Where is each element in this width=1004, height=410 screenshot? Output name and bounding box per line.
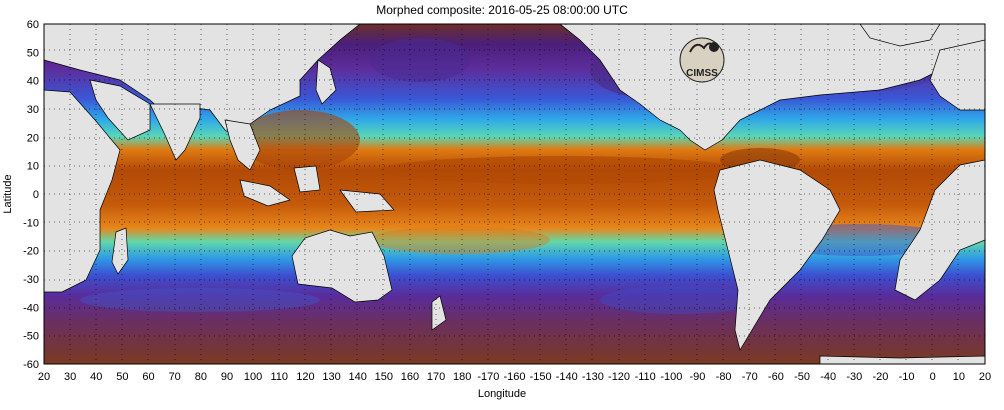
x-tick-label: -160 xyxy=(503,371,525,383)
y-tick-label: 0 xyxy=(33,189,39,201)
y-tick-label: 10 xyxy=(27,161,39,173)
x-tick-label: -170 xyxy=(477,371,499,383)
y-tick-label: 40 xyxy=(27,76,39,88)
x-tick-label: 180 xyxy=(453,371,471,383)
y-tick-label: -10 xyxy=(23,217,39,229)
x-tick-label: -40 xyxy=(820,371,836,383)
moisture-field: CIMSS xyxy=(44,24,985,364)
y-tick-label: -30 xyxy=(23,274,39,286)
x-tick-labels: 20 30 40 50 60 70 80 90 100 110 120 130 140 150 160 170… xyxy=(38,371,991,383)
cimss-logo: CIMSS xyxy=(679,37,725,83)
x-tick-label: -130 xyxy=(582,371,604,383)
x-tick-label: 60 xyxy=(142,371,154,383)
x-tick-label: 130 xyxy=(322,371,340,383)
graticule xyxy=(44,24,985,364)
x-tick-label: 30 xyxy=(64,371,76,383)
x-tick-label: 120 xyxy=(296,371,314,383)
x-tick-label: 170 xyxy=(427,371,445,383)
x-tick-label: 80 xyxy=(195,371,207,383)
x-tick-label: -10 xyxy=(899,371,915,383)
x-tick-label: -150 xyxy=(530,371,552,383)
x-tick-label: 0 xyxy=(930,371,936,383)
y-tick-label: 20 xyxy=(27,132,39,144)
x-tick-label: -50 xyxy=(794,371,810,383)
y-tick-label: -60 xyxy=(23,359,39,371)
x-tick-label: 140 xyxy=(348,371,366,383)
y-axis-label: Latitude xyxy=(2,174,14,214)
x-tick-label: 90 xyxy=(221,371,233,383)
y-tick-label: 50 xyxy=(27,47,39,59)
x-tick-label: 40 xyxy=(90,371,102,383)
x-tick-label: -80 xyxy=(716,371,732,383)
map-title: Morphed composite: 2016-05-25 08:00:00 U… xyxy=(376,3,628,17)
x-tick-label: 150 xyxy=(375,371,393,383)
x-tick-label: 50 xyxy=(116,371,128,383)
x-tick-label: -90 xyxy=(690,371,706,383)
x-tick-label: -120 xyxy=(608,371,630,383)
plot-frame xyxy=(43,23,986,365)
x-tick-label: -60 xyxy=(768,371,784,383)
x-tick-label: 110 xyxy=(270,371,288,383)
y-tick-label: -50 xyxy=(23,331,39,343)
x-tick-label: -110 xyxy=(635,371,656,383)
x-tick-label: 100 xyxy=(244,371,262,383)
x-tick-label: -70 xyxy=(742,371,758,383)
x-tick-label: -20 xyxy=(872,371,888,383)
y-tick-label: -40 xyxy=(23,302,39,314)
x-tick-label: -100 xyxy=(660,371,682,383)
logo-text: CIMSS xyxy=(686,68,718,79)
land-masses xyxy=(44,24,985,364)
x-tick-label: 20 xyxy=(38,371,50,383)
x-axis-label: Longitude xyxy=(477,388,527,400)
y-tick-label: 30 xyxy=(27,104,39,116)
y-tick-labels: 60 50 40 30 20 10 0 -10 -20 -30 -40 -50 -60 xyxy=(23,19,39,371)
x-tick-label: 20 xyxy=(979,371,991,383)
x-tick-label: -30 xyxy=(846,371,862,383)
y-tick-label: 60 xyxy=(27,19,39,31)
x-tick-label: -140 xyxy=(556,371,578,383)
y-tick-label: -20 xyxy=(23,246,39,258)
x-tick-label: 70 xyxy=(169,371,181,383)
x-tick-label: 10 xyxy=(953,371,965,383)
x-tick-label: 160 xyxy=(401,371,419,383)
